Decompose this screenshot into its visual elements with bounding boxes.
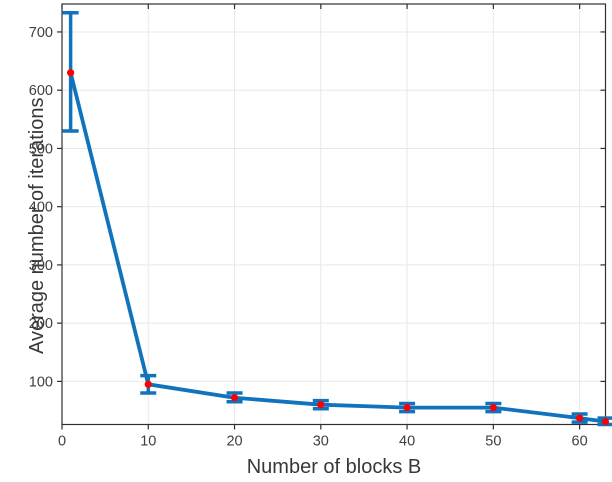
x-tick-label: 20: [226, 434, 242, 450]
y-tick-label: 100: [29, 374, 53, 390]
data-point-marker: [317, 401, 325, 409]
y-tick-label: 300: [29, 258, 53, 274]
y-tick-label: 200: [29, 316, 53, 332]
x-tick-label: 30: [313, 434, 329, 450]
data-point-marker: [576, 414, 584, 422]
series-line: [68, 70, 608, 424]
data-point-marker: [230, 394, 239, 402]
y-axis-label: Average number of iterations: [26, 97, 48, 354]
y-tick-label: 400: [29, 200, 53, 216]
x-axis-label: Number of blocks B: [246, 456, 422, 478]
x-tick-label: 50: [485, 434, 501, 450]
y-tick-label: 500: [29, 141, 53, 157]
axis-box: [61, 3, 607, 426]
x-tick-label: 60: [572, 434, 588, 450]
data-point-marker: [601, 417, 610, 426]
data-point-marker: [403, 404, 411, 412]
y-tick-label: 600: [29, 83, 53, 99]
x-tick-label: 40: [399, 434, 415, 450]
data-point-marker: [489, 404, 497, 412]
y-tick-label: 700: [29, 25, 53, 41]
x-tick-label: 10: [140, 434, 156, 450]
x-tick-label: 0: [58, 434, 66, 450]
data-point-marker: [67, 69, 75, 77]
data-point-marker: [144, 380, 152, 388]
